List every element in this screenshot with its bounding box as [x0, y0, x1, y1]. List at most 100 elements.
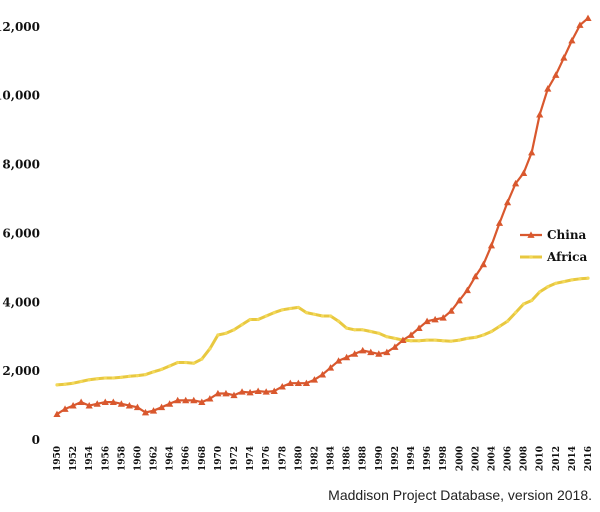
data-point-china [495, 219, 504, 226]
legend-label-africa: Africa [546, 250, 587, 264]
data-point-africa [208, 347, 212, 351]
data-point-africa [192, 361, 196, 365]
x-tick-label: 1992 [391, 446, 401, 471]
data-point-africa [216, 333, 220, 337]
data-point-china [375, 350, 383, 357]
x-tick-label: 1994 [407, 446, 417, 471]
data-point-africa [562, 279, 566, 284]
data-point-china [222, 389, 230, 397]
data-point-china [302, 379, 311, 387]
data-point-china [383, 348, 391, 356]
data-point-china [463, 286, 471, 294]
data-point-china [351, 350, 359, 357]
data-point-china [536, 110, 544, 118]
data-point-africa [119, 375, 123, 379]
data-point-china [198, 398, 206, 406]
data-point-africa [481, 333, 486, 337]
data-point-africa [159, 367, 164, 372]
y-tick-label: 8,000 [2, 158, 40, 172]
x-tick-label: 1978 [278, 446, 288, 471]
series-line-china [55, 17, 590, 416]
legend: China Africa [520, 228, 587, 264]
data-point-china [544, 85, 552, 92]
data-point-africa [248, 317, 252, 322]
data-point-china [511, 179, 520, 187]
data-point-china [399, 336, 407, 344]
data-point-china [294, 379, 302, 387]
x-tick-label: 1962 [150, 446, 160, 471]
series-line-africa [55, 276, 590, 387]
data-point-china [230, 391, 238, 399]
x-tick-label: 1952 [69, 446, 79, 471]
data-point-china [326, 364, 335, 371]
x-tick-label: 1990 [375, 446, 385, 471]
data-point-china [520, 169, 528, 177]
data-point-africa [256, 317, 260, 322]
data-point-africa [336, 319, 341, 323]
data-point-africa [135, 374, 140, 378]
data-point-china [455, 296, 463, 304]
data-point-africa [417, 339, 421, 343]
x-tick-label: 1956 [101, 446, 111, 471]
data-point-china [133, 403, 142, 411]
x-tick-label: 1984 [327, 446, 337, 471]
data-point-africa [240, 323, 244, 327]
x-tick-label: 1972 [230, 446, 240, 471]
data-point-africa [377, 331, 381, 335]
data-point-china [528, 148, 536, 156]
x-tick-label: 2004 [487, 446, 497, 471]
y-axis-tick-labels: 0 2,000 4,000 6,000 8,000 10,000 12,000 [0, 20, 40, 447]
data-point-china [53, 410, 61, 418]
data-point-china [270, 387, 278, 394]
data-point-africa [296, 305, 300, 310]
series-africa [55, 276, 590, 387]
data-point-china [109, 398, 117, 406]
data-point-africa [361, 328, 365, 332]
data-point-china [359, 346, 367, 354]
x-tick-label: 1950 [53, 446, 63, 471]
x-tick-label: 1976 [262, 446, 272, 471]
data-point-china [246, 388, 254, 396]
x-tick-label: 1964 [166, 446, 176, 471]
x-tick-label: 1998 [439, 446, 449, 471]
data-point-china [278, 383, 286, 390]
x-tick-label: 1958 [117, 446, 127, 471]
data-point-china [310, 376, 319, 383]
data-point-china [93, 400, 101, 407]
data-point-africa [465, 336, 469, 341]
data-point-china [77, 398, 85, 406]
x-tick-label: 1980 [294, 446, 304, 471]
data-point-china [166, 400, 174, 407]
data-point-africa [353, 328, 357, 332]
data-point-china [214, 389, 222, 397]
legend-label-china: China [547, 228, 587, 242]
data-point-africa [369, 329, 373, 334]
data-point-china [447, 307, 455, 314]
x-axis-tick-labels: 1950 1952 1954 1956 1958 1960 1962 1964 1966 1968… [53, 446, 594, 471]
data-point-africa [312, 312, 317, 316]
data-point-china [552, 71, 560, 78]
data-point-africa [127, 374, 132, 378]
data-point-china [431, 315, 439, 323]
series-layer [53, 14, 592, 418]
data-point-china [334, 357, 343, 364]
data-point-africa [457, 338, 461, 342]
data-point-china [568, 36, 576, 44]
data-point-africa [538, 290, 542, 294]
data-point-china [149, 407, 158, 414]
data-point-china [423, 317, 431, 325]
y-tick-label: 4,000 [2, 295, 40, 309]
data-point-africa [393, 336, 397, 341]
data-point-africa [151, 370, 156, 374]
x-tick-label: 2002 [471, 446, 481, 471]
x-tick-label: 1968 [198, 446, 208, 471]
data-point-africa [232, 328, 236, 332]
x-tick-label: 1960 [133, 446, 143, 471]
data-point-africa [176, 360, 180, 365]
data-point-china [367, 348, 375, 356]
data-point-china [85, 401, 93, 409]
data-point-africa [111, 376, 115, 380]
data-point-africa [513, 310, 518, 315]
y-tick-label: 6,000 [2, 226, 40, 240]
